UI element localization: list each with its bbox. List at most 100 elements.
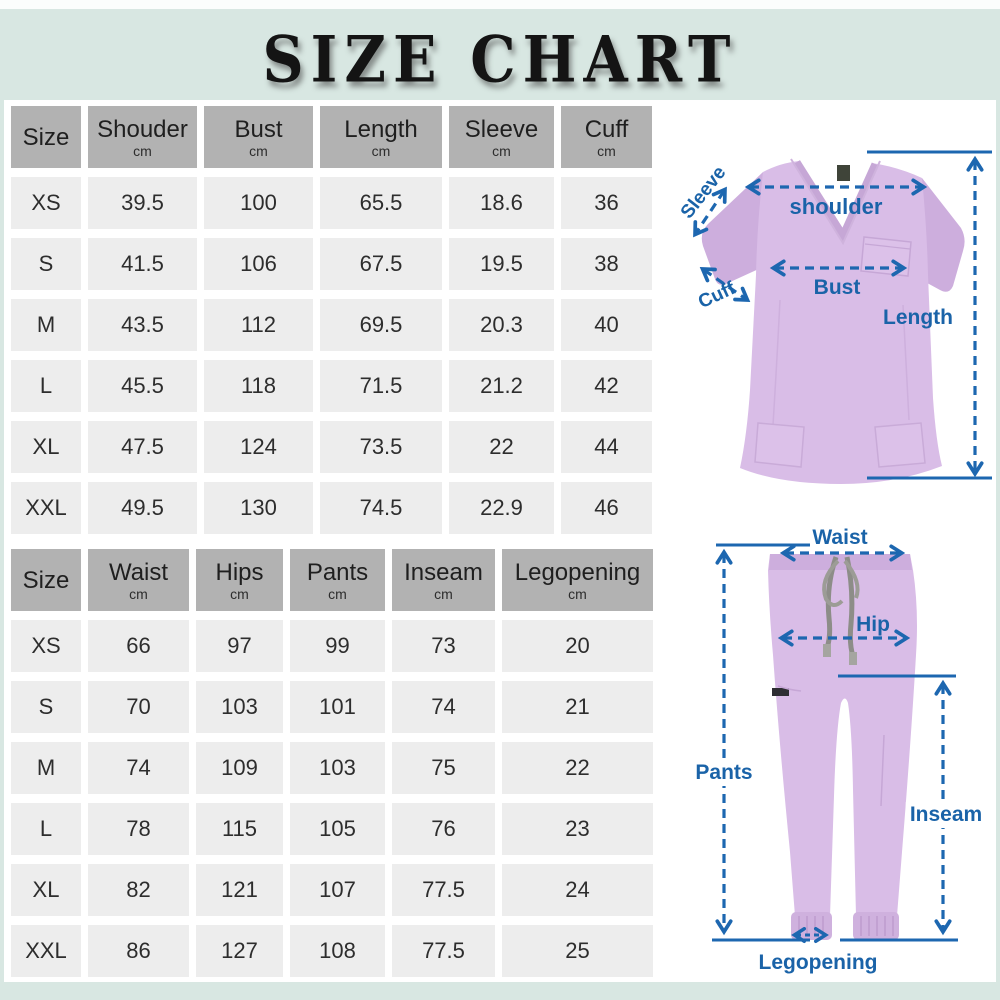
value-cell: 42	[561, 360, 652, 412]
size-cell: M	[11, 742, 81, 794]
value-cell: 24	[502, 864, 653, 916]
value-cell: 23	[502, 803, 653, 855]
size-row-xl: XL 47.5 124 73.5 22 44	[11, 421, 652, 473]
value-cell: 77.5	[392, 864, 495, 916]
size-cell: S	[11, 681, 81, 733]
brand-label	[772, 688, 789, 696]
value-cell: 65.5	[320, 177, 442, 229]
value-cell: 49.5	[88, 482, 197, 534]
top-edge-strip	[0, 0, 1000, 9]
size-cell: XL	[11, 864, 81, 916]
garment-diagram-svg	[693, 150, 992, 944]
neck-tag	[837, 165, 850, 181]
size-cell: XS	[11, 620, 81, 672]
value-cell: 78	[88, 803, 189, 855]
value-cell: 121	[196, 864, 283, 916]
waistband	[769, 554, 912, 570]
cuff-band-right	[853, 912, 899, 940]
size-row-l: L 45.5 118 71.5 21.2 42	[11, 360, 652, 412]
value-cell: 115	[196, 803, 283, 855]
value-cell: 44	[561, 421, 652, 473]
header-cell-legopening: Legopening cm	[502, 549, 653, 611]
value-cell: 22	[449, 421, 554, 473]
value-cell: 82	[88, 864, 189, 916]
header-cell-bust: Bust cm	[204, 106, 313, 168]
size-cell: XL	[11, 421, 81, 473]
header-cell-hips: Hips cm	[196, 549, 283, 611]
value-cell: 22.9	[449, 482, 554, 534]
label-pants: Pants	[691, 760, 757, 786]
hem-pocket-right	[874, 422, 926, 468]
value-cell: 101	[290, 681, 385, 733]
value-cell: 36	[561, 177, 652, 229]
value-cell: 74	[88, 742, 189, 794]
value-cell: 20.3	[449, 299, 554, 351]
header-cell-sleeve: Sleeve cm	[449, 106, 554, 168]
size-cell: M	[11, 299, 81, 351]
value-cell: 73	[392, 620, 495, 672]
value-cell: 21	[502, 681, 653, 733]
label-shoulder: shoulder	[789, 194, 883, 219]
page-title: SIZE CHART	[262, 22, 738, 98]
value-cell: 39.5	[88, 177, 197, 229]
header-cell-cuff: Cuff cm	[561, 106, 652, 168]
value-cell: 69.5	[320, 299, 442, 351]
value-cell: 41.5	[88, 238, 197, 290]
chest-pocket	[860, 236, 912, 277]
size-cell: L	[11, 803, 81, 855]
pants-size-table: Size Waist cm Hips cm Pants cm Inseam cm Legopeni…	[4, 540, 660, 986]
value-cell: 127	[196, 925, 283, 977]
size-row-xs: XS 39.5 100 65.5 18.6 36	[11, 177, 652, 229]
value-cell: 108	[290, 925, 385, 977]
value-cell: 22	[502, 742, 653, 794]
size-row-xs: XS 66 97 99 73 20	[11, 620, 653, 672]
hem-pocket-left	[754, 422, 805, 468]
value-cell: 112	[204, 299, 313, 351]
size-row-l: L 78 115 105 76 23	[11, 803, 653, 855]
size-row-xxl: XXL 49.5 130 74.5 22.9 46	[11, 482, 652, 534]
value-cell: 99	[290, 620, 385, 672]
value-cell: 77.5	[392, 925, 495, 977]
value-cell: 45.5	[88, 360, 197, 412]
scrub-pants-illustration	[768, 554, 917, 940]
value-cell: 71.5	[320, 360, 442, 412]
header-cell-size: Size	[11, 549, 81, 611]
value-cell: 70	[88, 681, 189, 733]
header-row: Size Shouder cm Bust cm Length cm Sleeve cm Cuff c…	[11, 106, 652, 168]
value-cell: 130	[204, 482, 313, 534]
value-cell: 47.5	[88, 421, 197, 473]
value-cell: 124	[204, 421, 313, 473]
value-cell: 19.5	[449, 238, 554, 290]
value-cell: 18.6	[449, 177, 554, 229]
value-cell: 25	[502, 925, 653, 977]
value-cell: 105	[290, 803, 385, 855]
size-cell: S	[11, 238, 81, 290]
size-row-xl: XL 82 121 107 77.5 24	[11, 864, 653, 916]
label-bust: Bust	[813, 276, 861, 299]
value-cell: 74	[392, 681, 495, 733]
label-waist: Waist	[812, 526, 868, 549]
size-cell: L	[11, 360, 81, 412]
value-cell: 46	[561, 482, 652, 534]
value-cell: 97	[196, 620, 283, 672]
header-cell-inseam: Inseam cm	[392, 549, 495, 611]
header-cell-waist: Waist cm	[88, 549, 189, 611]
label-inseam: Inseam	[905, 802, 987, 828]
value-cell: 76	[392, 803, 495, 855]
header-cell-pants: Pants cm	[290, 549, 385, 611]
sleeve-arrow	[693, 186, 727, 238]
label-length: Length	[883, 306, 953, 329]
value-cell: 107	[290, 864, 385, 916]
value-cell: 40	[561, 299, 652, 351]
header-row: Size Waist cm Hips cm Pants cm Inseam cm Legopeni…	[11, 549, 653, 611]
value-cell: 67.5	[320, 238, 442, 290]
size-row-s: S 41.5 106 67.5 19.5 38	[11, 238, 652, 290]
cuff-arrow	[699, 267, 751, 302]
value-cell: 86	[88, 925, 189, 977]
value-cell: 75	[392, 742, 495, 794]
size-cell: XS	[11, 177, 81, 229]
label-legopening: Legopening	[758, 951, 878, 974]
value-cell: 118	[204, 360, 313, 412]
value-cell: 103	[196, 681, 283, 733]
